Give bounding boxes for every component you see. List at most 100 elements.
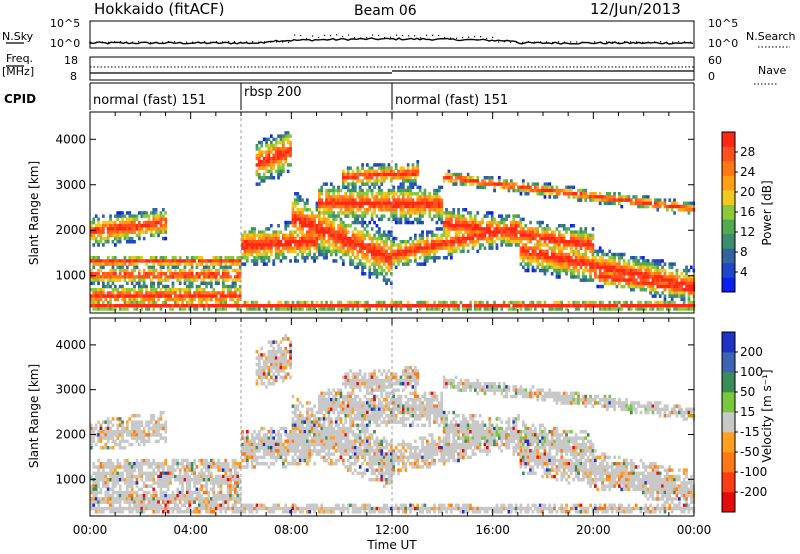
nsearch-dot [456,37,458,39]
nsearch-dot [150,41,152,44]
colorbar-swatch [722,352,735,373]
nsearch-dot [654,41,656,43]
nsearch-dot [564,41,566,43]
nsearch-dot [384,36,386,39]
colorbar-tick-label: 24 [740,165,755,179]
colorbar-swatch [722,146,735,162]
colorbar-swatch [722,175,735,191]
nsky-panel: N.Sky 10^5 10^0 10^5 10^0 N.Search [2,17,796,50]
colorbar-tick-label: 50 [740,385,755,399]
velocity-xticks [89,318,695,516]
nsky-tick-top: 10^5 [50,17,80,30]
nsearch-dot [690,41,692,43]
y-tick-label: 2000 [55,427,86,441]
colorbar-tick-label: 8 [740,245,748,259]
nsearch-dot [132,41,134,43]
nsearch-dot [552,41,554,44]
y-tick-label: 2000 [55,223,86,237]
power-colorbar-label: Power [dB] [760,180,774,245]
nsearch-dot [648,41,650,44]
y-tick-label: 1000 [55,472,86,486]
nsearch-dot [342,35,344,38]
nsearch-dot [402,34,404,37]
nsearch-dot [516,41,518,44]
nsearch-dot [486,37,488,39]
nsearch-dot [606,41,608,43]
header: Hokkaido (fitACF) Beam 06 12/Jun/2013 [94,0,681,19]
nsearch-dot [468,36,470,38]
velocity-heatmap [90,318,696,516]
x-tick-labels: 00:00 04:00 08:00 12:00 16:00 20:00 00:00 [73,523,712,537]
power-ylabel: Slant Range [km] [27,161,41,265]
nsky-right-tick-top: 10^5 [708,17,738,30]
colorbar-swatch [722,161,735,176]
nsearch-dot [408,35,410,37]
nsearch-dot [624,41,626,43]
nsearch-dot [216,41,218,43]
power-panel: Slant Range [km] 1000 2000 3000 4000 4 8 12 16… [27,111,774,314]
colorbar-swatch [722,492,735,513]
x-tick-label: 08:00 [274,523,309,537]
nsearch-dot [450,37,452,39]
nsearch-dot [294,34,296,36]
nsearch-dot [588,41,590,44]
colorbar-tick-label: 15 [740,405,755,419]
power-heatmap [90,112,696,313]
nsearch-dot [522,41,524,43]
nsearch-dot [642,41,644,43]
nsearch-dot [138,41,140,43]
nsearch-dot [168,41,170,43]
nsearch-dot [246,41,248,43]
y-tick-label: 4000 [55,132,86,146]
nsearch-dot [534,41,536,43]
freq-tick-top: 18 [64,54,78,67]
colorbar-swatch [722,132,735,147]
nsearch-dot [576,41,578,43]
colorbar-swatch [722,204,735,220]
power-yticks: 1000 2000 3000 4000 [55,132,694,283]
nsearch-dot [270,41,272,43]
nsearch-dot [390,36,392,38]
colorbar-tick-label: 12 [740,225,755,239]
nave-tick-top: 60 [708,54,722,67]
nsearch-dot [498,41,500,43]
x-tick-label: 00:00 [73,523,108,537]
nsearch-dot [306,37,308,40]
nsearch-dot [330,35,332,37]
nsearch-dot [228,41,230,43]
nsearch-dot [114,41,116,43]
freq-trace [90,66,694,74]
nsearch-dot [204,41,206,43]
y-tick-label: 3000 [55,178,86,192]
nsearch-dot [318,36,320,39]
nsky-line [89,37,694,45]
colorbar-tick-label: 200 [740,345,763,359]
nsearch-dot [144,41,146,43]
nsearch-dot [540,41,542,43]
nsearch-dot [288,41,290,44]
cpid-segment-label: normal (fast) 151 [93,93,206,108]
colorbar-tick-label: 28 [740,145,755,159]
date-label: 12/Jun/2013 [590,0,681,18]
x-tick-label: 04:00 [173,523,208,537]
colorbar-tick-label: -100 [740,465,767,479]
nsearch-dot [570,41,572,43]
nsearch-dot [420,37,422,39]
cpid-segments: normal (fast) 151 rbsp 200 normal (fast) 1… [89,83,695,110]
x-tick-label: 00:00 [677,523,712,537]
nsearch-dot [324,34,326,36]
nsearch-dot [348,34,350,36]
nsearch-dot [630,41,632,43]
nsearch-dot [252,41,254,43]
nsearch-dot [90,41,92,43]
nsearch-dot [258,41,260,43]
nsearch-dot [666,41,668,43]
nsearch-dot [426,34,428,36]
nsearch-dot [528,41,530,43]
colorbar-swatch [722,472,735,493]
nsearch-dot [474,36,476,38]
nsearch-dot [462,37,464,39]
power-xticks [89,112,695,313]
nsearch-dot [618,41,620,44]
